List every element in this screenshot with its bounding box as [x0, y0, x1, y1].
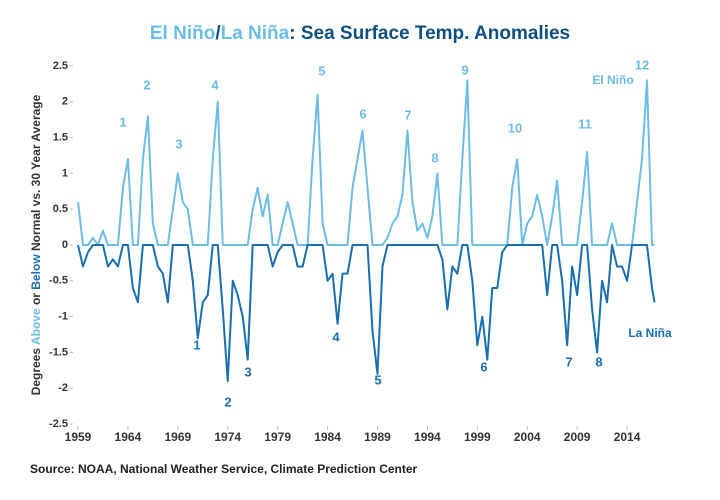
event-label: 3	[244, 364, 251, 379]
event-label: 5	[374, 372, 381, 387]
event-label: 8	[595, 354, 602, 369]
event-label: 11	[578, 116, 592, 131]
y-tick-label: 2	[62, 96, 68, 108]
y-label-part: Above	[29, 308, 43, 345]
x-tick-label: 1994	[414, 430, 441, 444]
chart-title: El Niño/La Niña: Sea Surface Temp. Anoma…	[150, 23, 570, 44]
x-tick-label: 1989	[364, 430, 391, 444]
x-tick-label: 1974	[214, 430, 241, 444]
x-tick-label: 2004	[514, 430, 541, 444]
title-part: : Sea Surface Temp. Anomalies	[289, 23, 570, 44]
title-part: El Niño	[150, 23, 215, 44]
event-label: 2	[143, 77, 150, 92]
y-label-part: Below	[29, 254, 43, 290]
x-tick-label: 1959	[65, 430, 92, 444]
y-tick-label: -2	[58, 382, 68, 394]
event-label: 6	[480, 359, 487, 374]
x-tick-label: 1964	[115, 430, 142, 444]
x-tick-label: 1984	[314, 430, 341, 444]
y-tick-label: 0.5	[53, 203, 68, 215]
x-tick-label: 1999	[464, 430, 491, 444]
event-label: 4	[211, 77, 219, 92]
y-tick-label: 2.5	[53, 60, 68, 72]
event-label: 4	[332, 329, 340, 344]
y-label-part: or	[29, 290, 43, 309]
series-label: La Niña	[628, 326, 672, 340]
event-label: 9	[461, 62, 468, 77]
series-line	[77, 244, 656, 383]
y-tick-label: -2.5	[49, 418, 68, 430]
series-label: El Niño	[592, 73, 633, 87]
event-label: 1	[193, 337, 200, 352]
title-part: /	[215, 23, 221, 44]
y-label-part: Degrees	[29, 345, 43, 395]
event-label: 5	[318, 63, 325, 78]
event-label: 3	[175, 136, 182, 151]
event-label: 8	[431, 150, 438, 165]
y-axis-label: Degrees Above or Below Normal vs. 30 Yea…	[29, 94, 43, 395]
event-label: 10	[508, 120, 522, 135]
y-tick-label: -1	[58, 311, 68, 323]
event-label: 6	[359, 106, 366, 121]
event-label: 7	[404, 107, 411, 122]
x-tick-label: 2014	[614, 430, 641, 444]
y-tick-label: -0.5	[49, 275, 68, 287]
x-tick-label: 2009	[564, 430, 591, 444]
series-line	[77, 79, 655, 246]
event-label: 1	[119, 114, 126, 129]
title-part: La Niña	[221, 23, 290, 44]
y-tick-label: 1	[62, 167, 68, 179]
event-label: 12	[635, 57, 649, 72]
y-tick-label: 0	[62, 239, 68, 251]
x-tick-label: 1979	[264, 430, 291, 444]
y-tick-label: -1.5	[49, 346, 68, 358]
y-tick-label: 1.5	[53, 132, 68, 144]
y-label-part: Normal vs. 30 Year Average	[29, 94, 43, 254]
event-label: 2	[224, 394, 231, 409]
event-label: 7	[565, 354, 572, 369]
source-note: Source: NOAA, National Weather Service, …	[30, 462, 418, 476]
x-tick-label: 1969	[164, 430, 191, 444]
